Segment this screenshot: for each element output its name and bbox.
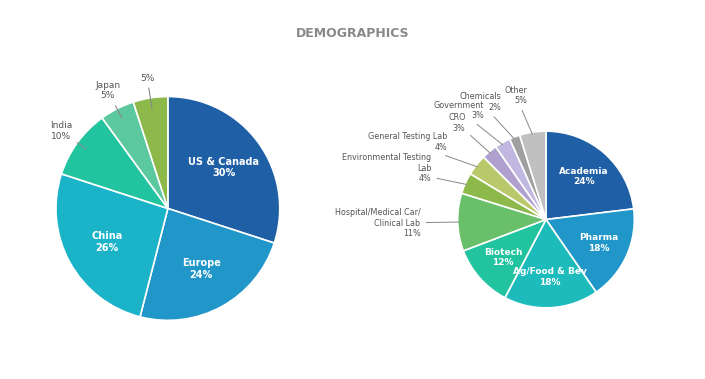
Wedge shape (133, 97, 168, 208)
Text: Other
5%: Other 5% (504, 86, 532, 134)
Text: CRO
3%: CRO 3% (448, 113, 490, 153)
Text: Government
3%: Government 3% (434, 100, 503, 145)
Wedge shape (463, 219, 546, 298)
Text: India
10%: India 10% (50, 121, 86, 149)
Wedge shape (546, 209, 634, 292)
Text: Academia
24%: Academia 24% (559, 167, 609, 186)
Wedge shape (470, 157, 546, 219)
Wedge shape (56, 174, 168, 317)
Text: US & Canada
30%: US & Canada 30% (188, 157, 259, 179)
Wedge shape (484, 147, 546, 219)
Text: Biotech
12%: Biotech 12% (484, 248, 522, 267)
Text: China
26%: China 26% (92, 231, 123, 253)
Text: Environmental Testing
Lab
4%: Environmental Testing Lab 4% (343, 153, 467, 185)
Wedge shape (496, 139, 546, 219)
Text: Japan
5%: Japan 5% (95, 81, 122, 118)
Text: 5%: 5% (140, 74, 154, 108)
Wedge shape (102, 102, 168, 208)
Wedge shape (61, 118, 168, 208)
Text: DEMOGRAPHICS: DEMOGRAPHICS (295, 27, 410, 39)
Wedge shape (546, 131, 634, 219)
Text: Europe
24%: Europe 24% (182, 258, 221, 280)
Wedge shape (520, 131, 546, 219)
Text: Chemicals
2%: Chemicals 2% (460, 92, 515, 139)
Text: Hospital/Medical Car/
Clinical Lab
11%: Hospital/Medical Car/ Clinical Lab 11% (335, 208, 460, 238)
Wedge shape (168, 97, 280, 243)
Text: Ag/Food & Bev
18%: Ag/Food & Bev 18% (513, 267, 587, 287)
Wedge shape (140, 208, 274, 320)
Wedge shape (510, 135, 546, 219)
Text: Pharma
18%: Pharma 18% (579, 233, 618, 253)
Text: General Testing Lab
4%: General Testing Lab 4% (368, 132, 477, 167)
Wedge shape (458, 193, 546, 251)
Wedge shape (462, 174, 546, 219)
Wedge shape (505, 219, 596, 308)
